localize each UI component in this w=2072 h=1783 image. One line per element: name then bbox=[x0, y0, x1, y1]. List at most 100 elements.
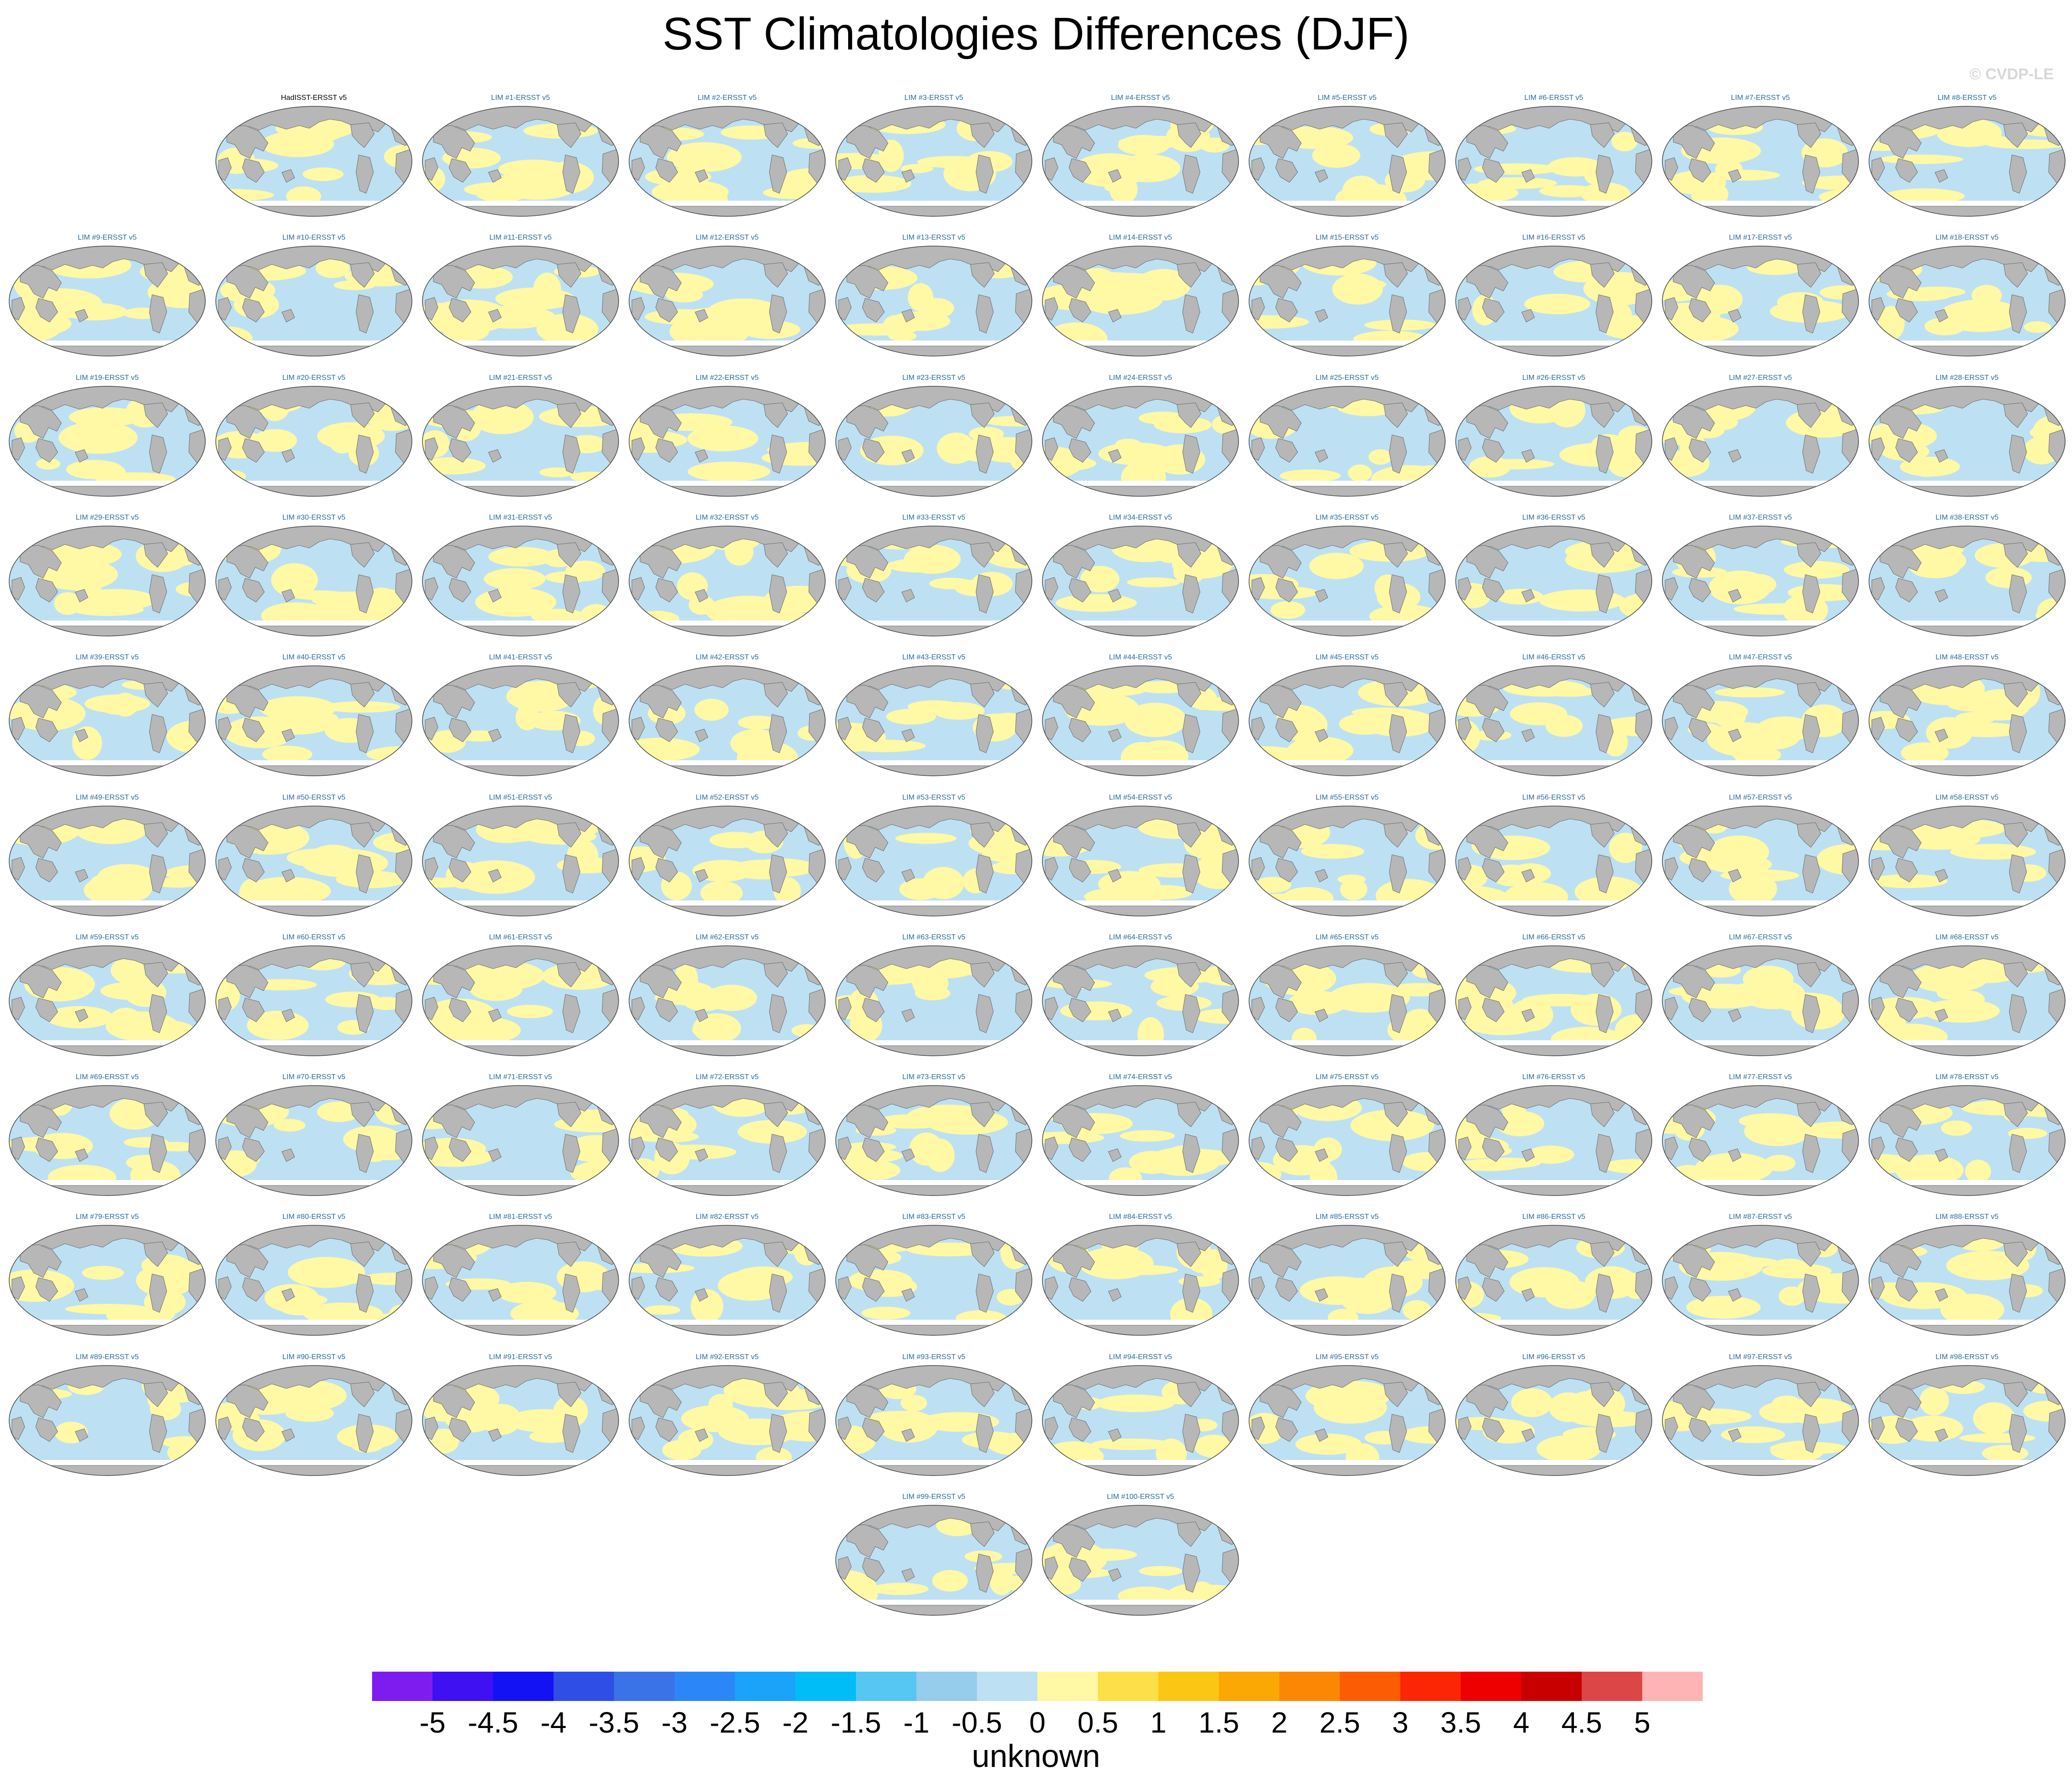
panel-label: LIM #17-ERSST v5 bbox=[1729, 234, 1792, 242]
world-map bbox=[9, 1085, 206, 1196]
world-map bbox=[1042, 1365, 1239, 1476]
colorbar-swatch bbox=[977, 1672, 1037, 1701]
panel-label: LIM #40-ERSST v5 bbox=[282, 653, 345, 662]
panel-label: LIM #46-ERSST v5 bbox=[1522, 653, 1585, 662]
panel-label: LIM #67-ERSST v5 bbox=[1729, 933, 1792, 941]
map-panel: LIM #79-ERSST v5 bbox=[6, 1212, 208, 1342]
panel-label: LIM #71-ERSST v5 bbox=[489, 1073, 552, 1081]
colorbar-tick-label: 2 bbox=[1271, 1706, 1288, 1739]
map-panel: LIM #39-ERSST v5 bbox=[6, 653, 208, 782]
panel-label: LIM #100-ERSST v5 bbox=[1107, 1493, 1174, 1501]
panel-label: LIM #31-ERSST v5 bbox=[489, 513, 552, 521]
panel-label: LIM #79-ERSST v5 bbox=[76, 1213, 139, 1221]
map-panel: LIM #47-ERSST v5 bbox=[1660, 653, 1861, 782]
map-panel: LIM #93-ERSST v5 bbox=[833, 1353, 1035, 1482]
colorbar-tick-label: -2 bbox=[782, 1706, 809, 1739]
colorbar-tick-label: 1.5 bbox=[1198, 1706, 1239, 1739]
panel-label: LIM #78-ERSST v5 bbox=[1935, 1073, 1999, 1081]
world-map bbox=[422, 665, 619, 776]
world-map bbox=[629, 1365, 826, 1476]
world-map bbox=[1249, 246, 1446, 357]
map-panel: LIM #72-ERSST v5 bbox=[626, 1073, 828, 1202]
world-map bbox=[1042, 665, 1239, 776]
panel-label: LIM #9-ERSST v5 bbox=[77, 234, 137, 242]
world-map bbox=[1249, 805, 1446, 916]
panel-label: LIM #7-ERSST v5 bbox=[1731, 94, 1790, 102]
panel-label: LIM #93-ERSST v5 bbox=[902, 1353, 965, 1361]
map-panel: LIM #2-ERSST v5 bbox=[626, 93, 828, 223]
colorbar-swatch bbox=[795, 1672, 856, 1701]
world-map bbox=[1662, 1225, 1859, 1336]
map-panel: LIM #89-ERSST v5 bbox=[6, 1353, 208, 1482]
colorbar-tick-label: 2.5 bbox=[1319, 1706, 1360, 1739]
map-panel: LIM #77-ERSST v5 bbox=[1660, 1073, 1861, 1202]
world-map bbox=[629, 385, 826, 497]
colorbar-swatch bbox=[1037, 1672, 1098, 1701]
map-panel: LIM #5-ERSST v5 bbox=[1246, 93, 1448, 223]
world-map bbox=[1455, 805, 1652, 916]
world-map bbox=[215, 385, 412, 497]
panel-label: LIM #36-ERSST v5 bbox=[1522, 513, 1585, 521]
map-panel: LIM #24-ERSST v5 bbox=[1040, 373, 1241, 503]
panel-label: LIM #34-ERSST v5 bbox=[1109, 513, 1172, 521]
panel-label: LIM #68-ERSST v5 bbox=[1935, 933, 1999, 941]
world-map bbox=[835, 106, 1032, 217]
colorbar-swatch bbox=[1158, 1672, 1219, 1701]
map-panel: LIM #9-ERSST v5 bbox=[6, 233, 208, 362]
map-panel: LIM #51-ERSST v5 bbox=[420, 793, 621, 922]
colorbar-swatch bbox=[493, 1672, 554, 1701]
colorbar-swatch bbox=[674, 1672, 735, 1701]
panel-label: LIM #33-ERSST v5 bbox=[902, 513, 965, 521]
panel-label: LIM #44-ERSST v5 bbox=[1109, 653, 1172, 662]
world-map bbox=[215, 246, 412, 357]
panel-label: LIM #86-ERSST v5 bbox=[1522, 1213, 1585, 1221]
map-panel: LIM #20-ERSST v5 bbox=[213, 373, 415, 503]
panel-label: LIM #39-ERSST v5 bbox=[76, 653, 139, 662]
panel-label: LIM #76-ERSST v5 bbox=[1522, 1073, 1585, 1081]
panel-label: LIM #32-ERSST v5 bbox=[696, 513, 759, 521]
map-panel: LIM #1-ERSST v5 bbox=[420, 93, 621, 223]
panel-label: LIM #5-ERSST v5 bbox=[1317, 94, 1377, 102]
world-map bbox=[1662, 1365, 1859, 1476]
colorbar-swatch bbox=[372, 1672, 433, 1701]
panel-label: LIM #38-ERSST v5 bbox=[1935, 513, 1999, 521]
map-panel: LIM #32-ERSST v5 bbox=[626, 513, 828, 642]
panel-label: LIM #97-ERSST v5 bbox=[1729, 1353, 1792, 1361]
map-panel: LIM #57-ERSST v5 bbox=[1660, 793, 1861, 922]
panel-label: LIM #37-ERSST v5 bbox=[1729, 513, 1792, 521]
colorbar bbox=[372, 1672, 1703, 1701]
panel-label: LIM #29-ERSST v5 bbox=[76, 513, 139, 521]
map-panel: LIM #65-ERSST v5 bbox=[1246, 933, 1448, 1062]
map-panel-obs: HadISST-ERSST v5 bbox=[213, 93, 415, 223]
colorbar-swatch bbox=[614, 1672, 674, 1701]
map-panel: LIM #25-ERSST v5 bbox=[1246, 373, 1448, 503]
world-map bbox=[1662, 106, 1859, 217]
map-panel: LIM #59-ERSST v5 bbox=[6, 933, 208, 1062]
world-map bbox=[629, 1225, 826, 1336]
map-panel: LIM #98-ERSST v5 bbox=[1866, 1353, 2068, 1482]
map-panel: LIM #49-ERSST v5 bbox=[6, 793, 208, 922]
colorbar-tick-label: 4 bbox=[1513, 1706, 1529, 1739]
world-map bbox=[1249, 665, 1446, 776]
world-map bbox=[1869, 385, 2066, 497]
world-map bbox=[422, 945, 619, 1056]
map-panel: LIM #29-ERSST v5 bbox=[6, 513, 208, 642]
map-panel: LIM #61-ERSST v5 bbox=[420, 933, 621, 1062]
panel-label: LIM #49-ERSST v5 bbox=[76, 793, 139, 801]
panel-label: LIM #30-ERSST v5 bbox=[282, 513, 345, 521]
world-map bbox=[1869, 246, 2066, 357]
panel-label: LIM #8-ERSST v5 bbox=[1937, 94, 1997, 102]
world-map bbox=[1662, 385, 1859, 497]
map-panel: LIM #36-ERSST v5 bbox=[1453, 513, 1655, 642]
map-panel: LIM #92-ERSST v5 bbox=[626, 1353, 828, 1482]
panel-label: LIM #73-ERSST v5 bbox=[902, 1073, 965, 1081]
panel-label: LIM #51-ERSST v5 bbox=[489, 793, 552, 801]
world-map bbox=[9, 665, 206, 776]
world-map bbox=[215, 945, 412, 1056]
colorbar-tick-label: 0.5 bbox=[1077, 1706, 1118, 1739]
colorbar-tick-label: -4 bbox=[540, 1706, 567, 1739]
map-panel: LIM #90-ERSST v5 bbox=[213, 1353, 415, 1482]
panel-label: LIM #85-ERSST v5 bbox=[1316, 1213, 1379, 1221]
world-map bbox=[1869, 945, 2066, 1056]
